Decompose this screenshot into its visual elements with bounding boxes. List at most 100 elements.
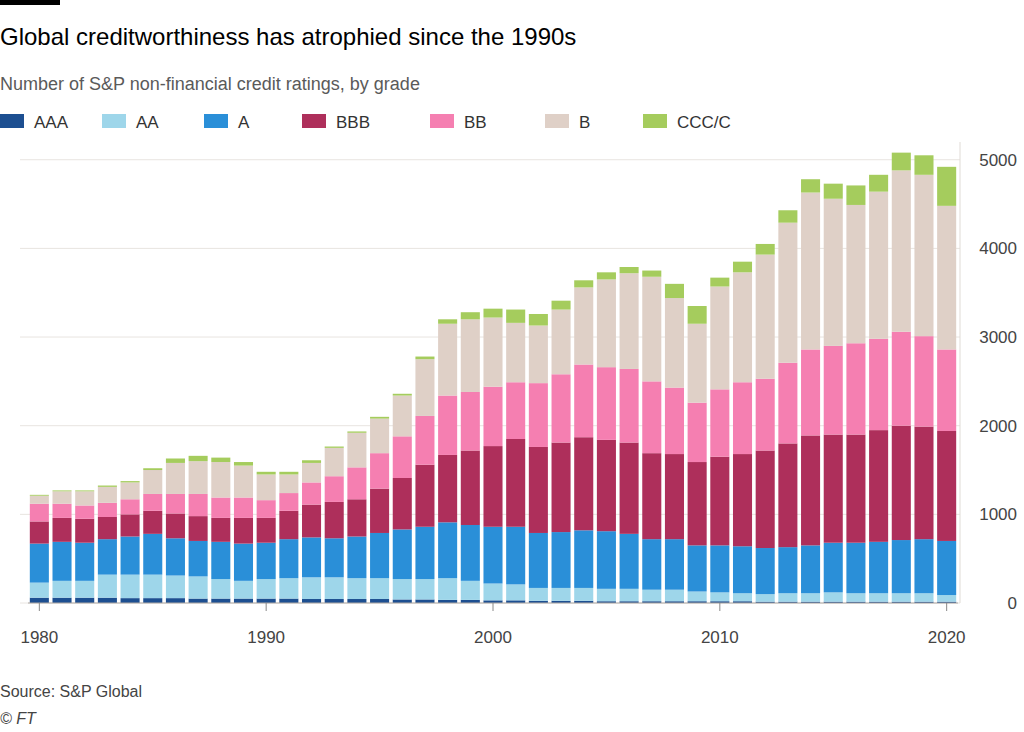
bar xyxy=(801,435,820,545)
bar xyxy=(166,576,185,599)
bar xyxy=(506,382,525,439)
bar xyxy=(234,466,253,498)
bar xyxy=(574,530,593,588)
bar xyxy=(710,545,729,592)
bar xyxy=(370,599,389,603)
bar xyxy=(710,389,729,456)
bar xyxy=(733,262,752,273)
bar xyxy=(325,448,344,476)
bar xyxy=(756,548,775,594)
bar xyxy=(302,460,321,463)
bar xyxy=(710,592,729,601)
bar xyxy=(937,541,956,595)
bar xyxy=(778,363,797,444)
bar xyxy=(483,583,502,600)
bar xyxy=(461,581,480,600)
legend-swatch xyxy=(204,114,228,128)
bar xyxy=(733,454,752,546)
bar xyxy=(642,453,661,539)
bar xyxy=(937,167,956,206)
bar xyxy=(620,443,639,534)
bar xyxy=(325,599,344,603)
bar xyxy=(325,476,344,502)
bar xyxy=(597,279,616,367)
x-tick xyxy=(39,603,40,611)
bar xyxy=(892,153,911,171)
bar xyxy=(121,598,140,603)
bar xyxy=(52,518,71,542)
bar xyxy=(143,534,162,575)
bar xyxy=(347,537,366,579)
bar xyxy=(483,309,502,318)
bar xyxy=(370,419,389,454)
grid xyxy=(20,160,960,603)
bar xyxy=(52,598,71,603)
bar xyxy=(189,599,208,603)
bars xyxy=(30,153,956,603)
bar xyxy=(189,576,208,598)
x-tick-label: 2010 xyxy=(701,628,739,647)
bar xyxy=(166,538,185,575)
legend-label: CCC/C xyxy=(677,113,731,132)
bar xyxy=(438,324,457,396)
bar xyxy=(257,472,276,475)
x-tick xyxy=(719,603,720,611)
bar xyxy=(393,478,412,529)
bar xyxy=(688,545,707,591)
legend-swatch xyxy=(302,114,326,128)
bar xyxy=(211,579,230,599)
bar xyxy=(620,534,639,589)
bar xyxy=(914,427,933,540)
bar xyxy=(415,527,434,579)
bar xyxy=(143,468,162,470)
bar xyxy=(665,454,684,539)
y-axis-line xyxy=(960,142,961,603)
bar xyxy=(483,318,502,387)
bar xyxy=(620,589,639,601)
bar xyxy=(552,443,571,533)
bar xyxy=(574,287,593,364)
bar xyxy=(257,599,276,603)
bar xyxy=(415,357,434,360)
bar xyxy=(597,531,616,589)
bar xyxy=(302,482,321,504)
bar xyxy=(914,539,933,593)
bar xyxy=(234,544,253,581)
bar xyxy=(211,498,230,518)
y-tick-label: 3000 xyxy=(979,328,1017,347)
bar xyxy=(30,598,49,603)
x-tick xyxy=(266,603,267,611)
bar xyxy=(914,155,933,175)
bar xyxy=(778,593,797,601)
bar xyxy=(892,332,911,426)
bar xyxy=(98,487,117,503)
bar xyxy=(189,494,208,516)
bar xyxy=(846,435,865,543)
bar xyxy=(370,578,389,599)
bar xyxy=(189,541,208,576)
bar xyxy=(143,575,162,598)
bar xyxy=(415,359,434,416)
bar xyxy=(688,306,707,324)
bar xyxy=(778,547,797,593)
bar xyxy=(257,500,276,518)
bar xyxy=(688,324,707,403)
bar xyxy=(597,367,616,440)
bar xyxy=(756,594,775,602)
bar xyxy=(597,272,616,279)
bar xyxy=(801,545,820,593)
bar xyxy=(733,382,752,454)
bar xyxy=(75,490,94,492)
bar xyxy=(710,457,729,546)
bar xyxy=(143,470,162,494)
bar xyxy=(347,467,366,499)
y-tick-label: 5000 xyxy=(979,151,1017,170)
bar xyxy=(438,455,457,522)
bar xyxy=(279,472,298,475)
bar xyxy=(824,592,843,601)
bar xyxy=(415,579,434,599)
bar xyxy=(302,463,321,483)
bar xyxy=(257,518,276,543)
legend-swatch xyxy=(0,114,24,128)
bar xyxy=(166,458,185,462)
